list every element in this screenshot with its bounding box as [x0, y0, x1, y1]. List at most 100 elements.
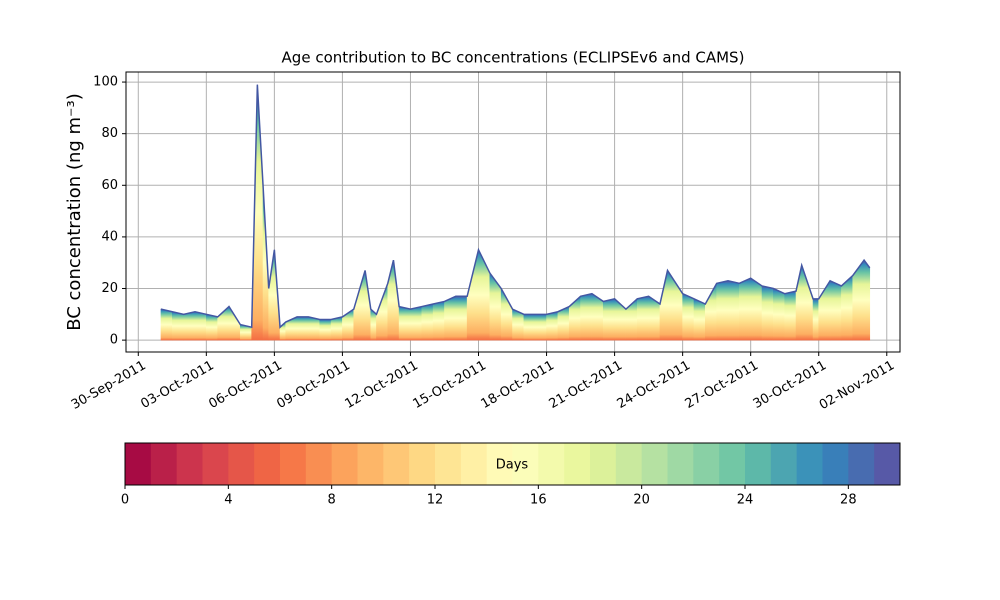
x-tick-label: 30-Oct-2011: [751, 358, 829, 412]
x-tick-label: 15-Oct-2011: [411, 358, 489, 412]
x-tick-label: 02-Nov-2011: [817, 358, 897, 413]
area-segment: [466, 249, 479, 341]
colorbar-cell: [460, 443, 488, 485]
area-segment: [636, 295, 649, 341]
area-segment: [727, 280, 740, 341]
area-segment: [812, 298, 820, 341]
colorbar-cell: [383, 443, 410, 485]
colorbar-cell: [125, 443, 152, 485]
area-segment: [784, 290, 797, 341]
area-segment: [296, 316, 309, 341]
colorbar-tick-label: 24: [737, 493, 754, 508]
area-segment: [268, 249, 275, 341]
area-segment: [172, 311, 184, 341]
colorbar-cell: [719, 443, 746, 485]
colorbar-frame: [124, 442, 901, 486]
x-tick-label: 24-Oct-2011: [615, 358, 693, 412]
area-outline: [160, 84, 871, 329]
area-segment: [705, 283, 717, 341]
area-segment: [659, 270, 668, 341]
colorbar-label: Days: [496, 458, 529, 473]
area-segment: [773, 288, 786, 341]
area-segment: [863, 259, 871, 341]
area-segment: [319, 319, 332, 341]
colorbar-cell: [202, 443, 229, 485]
area-segment: [455, 295, 468, 341]
colorbar-tick-label: 28: [840, 493, 857, 508]
colorbar-cell: [176, 443, 203, 485]
colorbar-cell: [770, 443, 798, 485]
colorbar-cell: [590, 443, 617, 485]
colorbar-cell: [641, 443, 668, 485]
colorbar-cell: [615, 443, 643, 485]
y-tick-label: 100: [93, 75, 118, 90]
area-segment: [693, 298, 706, 341]
area-segment: [523, 314, 536, 341]
colorbar-cell: [564, 443, 591, 485]
plot-frame: [125, 71, 901, 353]
area-segment: [761, 285, 774, 341]
area-segment: [444, 295, 457, 341]
area-segment: [183, 311, 196, 341]
colorbar-cell: [538, 443, 565, 485]
colorbar-cell: [150, 443, 178, 485]
x-tick-label: 03-Oct-2011: [138, 358, 216, 412]
colorbar-tick-label: 20: [633, 493, 650, 508]
y-tick-label: 80: [101, 126, 118, 141]
x-tick-label: 27-Oct-2011: [683, 358, 761, 412]
colorbar-tick-label: 8: [328, 493, 336, 508]
colorbar-cell: [409, 443, 436, 485]
x-tick-label: 30-Sep-2011: [69, 358, 149, 413]
y-tick-label: 40: [101, 229, 118, 244]
area-segment: [500, 288, 513, 341]
area-segment: [206, 313, 218, 341]
area-segment: [716, 280, 729, 341]
colorbar-cell: [512, 443, 539, 485]
area-segment: [801, 265, 814, 341]
area-segment: [489, 272, 502, 341]
area-segment: [421, 303, 434, 341]
colorbar-cell: [357, 443, 384, 485]
area-segment: [285, 316, 298, 341]
area-segment: [398, 306, 411, 341]
colorbar-cell: [331, 443, 358, 485]
y-tick-label: 60: [101, 178, 118, 193]
area-segment: [625, 298, 638, 341]
colorbar-cell: [305, 443, 333, 485]
area-segment: [568, 295, 581, 341]
area-segment: [602, 298, 615, 341]
area-segment: [432, 301, 445, 341]
area-segment: [580, 293, 593, 341]
y-tick-label: 20: [101, 281, 118, 296]
area-segment: [478, 249, 491, 341]
area-segment: [829, 280, 842, 341]
colorbar-cell: [280, 443, 307, 485]
colorbar-cell: [486, 443, 513, 485]
area-segment: [308, 316, 321, 341]
colorbar-cell: [796, 443, 823, 485]
area-segment: [228, 305, 241, 341]
area-segment: [160, 308, 173, 341]
area-segment: [614, 298, 627, 341]
colorbar-tick-label: 12: [427, 493, 444, 508]
area-segment: [534, 314, 547, 341]
colorbar-cell: [848, 443, 875, 485]
x-tick-label: 21-Oct-2011: [547, 358, 625, 412]
colorbar-cell: [693, 443, 720, 485]
y-tick-label: 0: [110, 333, 118, 348]
area-segment: [682, 293, 695, 341]
colorbar-cell: [228, 443, 255, 485]
colorbar-cell: [874, 443, 901, 485]
x-tick-label: 18-Oct-2011: [479, 358, 557, 412]
area-segment: [194, 311, 207, 341]
chart-title: Age contribution to BC concentrations (E…: [282, 49, 745, 67]
colorbar-tick-label: 16: [530, 493, 547, 508]
y-axis-label: BC concentration (ng m⁻³): [64, 93, 85, 331]
colorbar-cell: [667, 443, 694, 485]
colorbar-tick-label: 0: [121, 493, 129, 508]
area-segment: [739, 277, 751, 341]
colorbar-cell: [254, 443, 281, 485]
area-segment: [330, 316, 343, 341]
colorbar-cell: [745, 443, 772, 485]
